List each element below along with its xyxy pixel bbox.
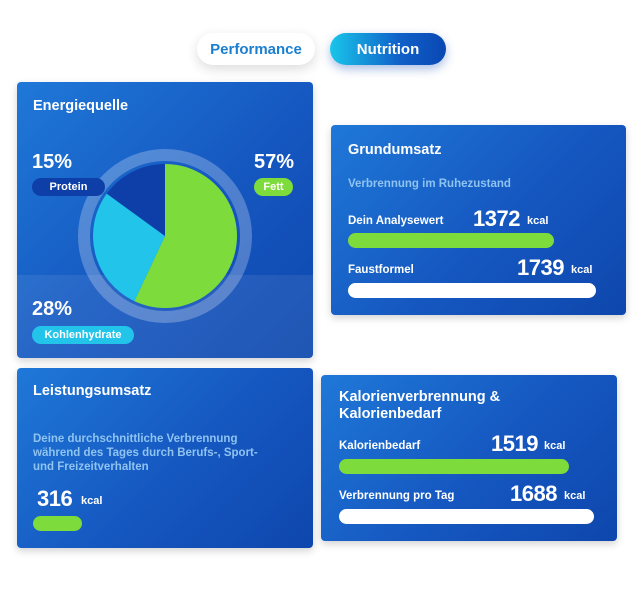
protein-label: Protein (32, 178, 105, 196)
fat-label: Fett (254, 178, 293, 196)
tab-nutrition[interactable]: Nutrition (330, 33, 446, 65)
calorie-need-bar (339, 459, 569, 474)
fat-percent: 57% (254, 151, 295, 173)
calorie-need-label: Kalorienbedarf (339, 440, 421, 452)
activity-value: 316 (37, 486, 73, 511)
carbs-percent: 28% (32, 298, 73, 320)
pie-slice-carbs (92, 193, 165, 302)
daily-burn-value: 1688 (510, 481, 557, 506)
basal-metabolic-title: Grundumsatz (348, 142, 442, 158)
activity-description-line2: während des Tages durch Berufs-, Sport- (33, 447, 258, 459)
analysis-value-bar (348, 233, 554, 248)
daily-burn-bar (339, 509, 594, 524)
activity-description-line3: und Freizeitverhalten (33, 461, 149, 473)
rule-of-thumb-value: 1739 (517, 255, 564, 280)
carbs-label: Kohlenhydrate (32, 326, 134, 344)
basal-metabolic-subtitle: Verbrennung im Ruhezustand (348, 178, 511, 190)
protein-percent: 15% (32, 151, 73, 173)
calorie-need-value: 1519 (491, 431, 538, 456)
analysis-value-label: Dein Analysewert (348, 215, 444, 227)
activity-description-line1: Deine durchschnittliche Verbrennung (33, 433, 238, 445)
rule-of-thumb-label: Faustformel (348, 264, 414, 276)
activity-value-unit: kcal (81, 495, 103, 507)
energy-source-card: Energiequelle 15% Protein 57% Fett 28% K… (17, 82, 313, 358)
energy-source-title: Energiequelle (33, 98, 129, 114)
activity-value-bar (33, 516, 82, 531)
pie-outer-ring (78, 149, 252, 323)
analysis-value: 1372 (473, 206, 520, 231)
pie-slice-protein (106, 164, 165, 236)
daily-burn-unit: kcal (564, 490, 586, 502)
daily-burn-label: Verbrennung pro Tag (339, 490, 455, 502)
basal-metabolic-card: Grundumsatz Verbrennung im Ruhezustand D… (331, 125, 626, 315)
tab-performance[interactable]: Performance (197, 33, 315, 65)
rule-of-thumb-bar (348, 283, 596, 298)
activity-metabolic-title: Leistungsumsatz (33, 383, 152, 399)
analysis-value-unit: kcal (527, 215, 549, 227)
macro-pie-chart (78, 149, 252, 323)
activity-metabolic-card: Leistungsumsatz Deine durchschnittliche … (17, 368, 313, 548)
calorie-title-line1: Kalorienverbrennung & (339, 389, 501, 405)
rule-of-thumb-unit: kcal (571, 264, 593, 276)
calorie-title-line2: Kalorienbedarf (339, 406, 442, 422)
pie-slice-fat (134, 164, 237, 308)
calorie-card: Kalorienverbrennung & Kalorienbedarf Kal… (321, 375, 617, 541)
calorie-need-unit: kcal (544, 440, 566, 452)
